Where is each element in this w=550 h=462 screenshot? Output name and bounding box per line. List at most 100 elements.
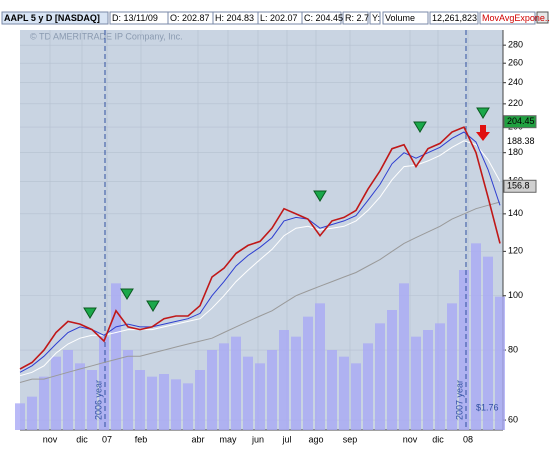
header-text: MovAvgExpone... [482,13,550,23]
y-tick-label: 240 [508,77,523,87]
x-tick-label: nov [403,434,418,444]
x-tick-label: 07 [102,434,112,444]
header-text: H: 204.83 [215,13,254,23]
series-line [19,140,501,377]
signal-marker [476,107,490,119]
volume-bar [387,310,397,430]
price-label: 156.8 [507,181,530,191]
volume-bar [483,256,493,430]
volume-bar [447,303,457,430]
x-tick-label: dic [432,434,444,444]
header-field [342,11,369,25]
header-field [301,11,342,25]
volume-bar [27,396,37,430]
volume-bar [159,374,169,430]
volume-bar [63,350,73,430]
volume-bar [435,323,445,430]
series-line [19,126,501,370]
volume-bar [51,356,61,430]
volume-bar [351,363,361,430]
price-label-box [504,135,536,148]
volume-bar [183,383,193,430]
volume-bar [123,350,133,430]
header-text: Y: [372,13,380,23]
header-field [369,11,381,25]
annotation: 2006 year [93,380,103,420]
x-tick-label: nov [43,434,58,444]
header-field [382,11,429,25]
header-text: D: 13/11/09 [112,13,158,23]
y-tick-label: 60 [508,414,518,424]
volume-bar [471,243,481,430]
volume-bar [135,370,145,430]
volume-bar [291,336,301,430]
price-label: 204.45 [507,116,535,126]
y-tick-label: 120 [508,246,523,256]
y-tick-label: 180 [508,147,523,157]
volume-bar [255,363,265,430]
volume-bar [111,283,121,430]
x-tick-label: feb [135,434,148,444]
volume-bar [267,350,277,430]
header-text: O: 202.87 [170,13,210,23]
volume-bar [495,296,505,430]
x-tick-label: may [219,434,237,444]
volume-bar [375,323,385,430]
volume-bar [459,270,469,430]
x-tick-label: 08 [463,434,473,444]
volume-bar [171,379,181,430]
annotation: 2007 year [454,380,464,420]
x-tick-label: sep [343,434,358,444]
signal-marker [413,121,427,133]
volume-bar [87,370,97,430]
x-tick-label: jun [251,434,264,444]
series-line [19,131,501,373]
header-text: Volume [385,13,415,23]
y-tick-label: 260 [508,58,523,68]
sell-arrow [476,125,490,141]
x-tick-label: dic [76,434,88,444]
volume-bar [279,330,289,430]
y-tick-label: 140 [508,208,523,218]
volume-bar [327,350,337,430]
y-tick-label: 280 [508,40,523,50]
x-tick-label: jul [281,434,291,444]
signal-marker [120,288,134,300]
header-text: AAPL 5 y D [NASDAQ] [4,13,100,23]
volume-bar [363,343,373,430]
annotation: $1.76 [476,402,499,412]
volume-bar [99,336,109,430]
toolbar-icon[interactable] [536,11,549,24]
y-tick-label: 220 [508,98,523,108]
header-text: 12,261,823 [432,13,477,23]
volume-bar [411,336,421,430]
y-tick-label: 80 [508,344,518,354]
header-text: L: 202.07 [260,13,298,23]
volume-bar [147,376,157,430]
signal-marker [83,307,97,319]
volume-bar [39,376,49,430]
header-text: C: 204.45 [304,13,343,23]
watermark: © TD AMERITRADE IP Company, Inc. [30,31,183,41]
volume-bar [399,283,409,430]
header-field [429,11,479,25]
volume-bar [243,356,253,430]
volume-bar [75,363,85,430]
header-field [1,11,109,25]
signal-marker [313,190,327,202]
series-line [19,201,501,383]
price-label: 188.38 [507,136,535,146]
header-field [479,11,536,25]
volume-bar [231,336,241,430]
price-label-box [503,179,537,193]
x-tick-label: abr [191,434,204,444]
header-text: R: 2.76 [345,13,374,23]
volume-bar [15,403,25,430]
signal-marker [146,300,160,312]
y-tick-label: 100 [508,290,523,300]
price-label-box [503,115,537,129]
volume-bar [303,316,313,430]
volume-bar [195,370,205,430]
